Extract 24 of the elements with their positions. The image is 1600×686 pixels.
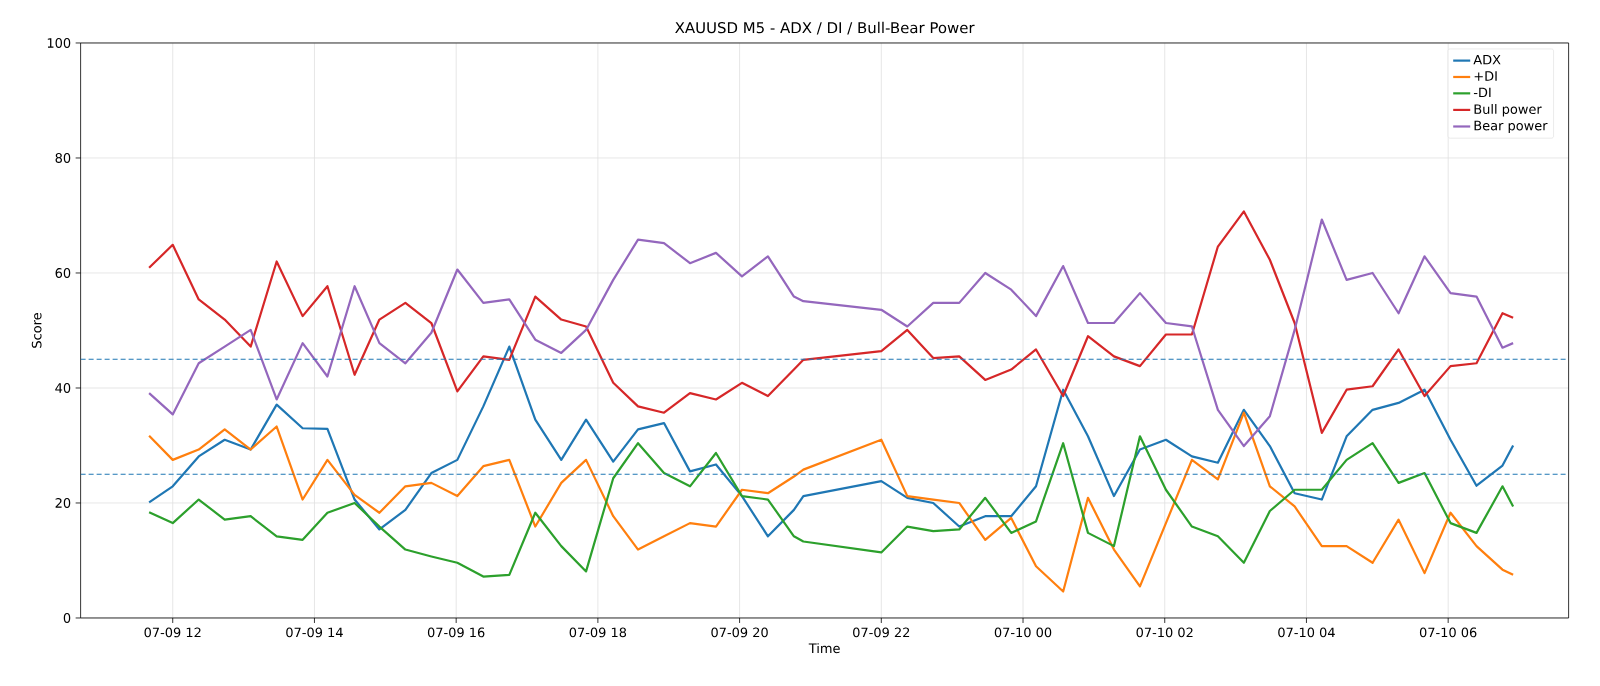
x-tick-label: 07-09 12	[144, 627, 201, 638]
y-tick-label: 80	[55, 153, 71, 163]
x-tick-label: 07-09 22	[853, 627, 910, 638]
x-tick-label: 07-09 16	[427, 627, 485, 638]
y-tick-label: 60	[55, 268, 71, 278]
x-axis-title: Time	[808, 643, 840, 654]
x-tick-label: 07-09 18	[569, 627, 627, 638]
legend-label: -DI	[1473, 87, 1491, 98]
y-tick-label: 40	[55, 383, 71, 393]
x-tick-label: 07-09 14	[286, 627, 343, 638]
y-axis-title: Score	[31, 313, 42, 348]
y-tick-label: 100	[47, 38, 71, 48]
x-tick-label: 07-09 20	[711, 627, 768, 638]
x-tick-label: 07-10 06	[1419, 627, 1477, 638]
chart-title: XAUUSD M5 - ADX / DI / Bull-Bear Power	[675, 21, 975, 35]
legend-label: ADX	[1473, 54, 1501, 65]
x-tick-label: 07-10 02	[1136, 627, 1193, 638]
y-tick-label: 0	[63, 613, 71, 623]
legend-label: Bull power	[1474, 104, 1542, 117]
legend-label: Bear power	[1474, 120, 1548, 133]
y-tick-label: 20	[55, 498, 71, 508]
x-tick-label: 07-10 00	[994, 627, 1052, 638]
x-tick-label: 07-10 04	[1278, 627, 1335, 638]
legend-label: +DI	[1474, 71, 1497, 81]
